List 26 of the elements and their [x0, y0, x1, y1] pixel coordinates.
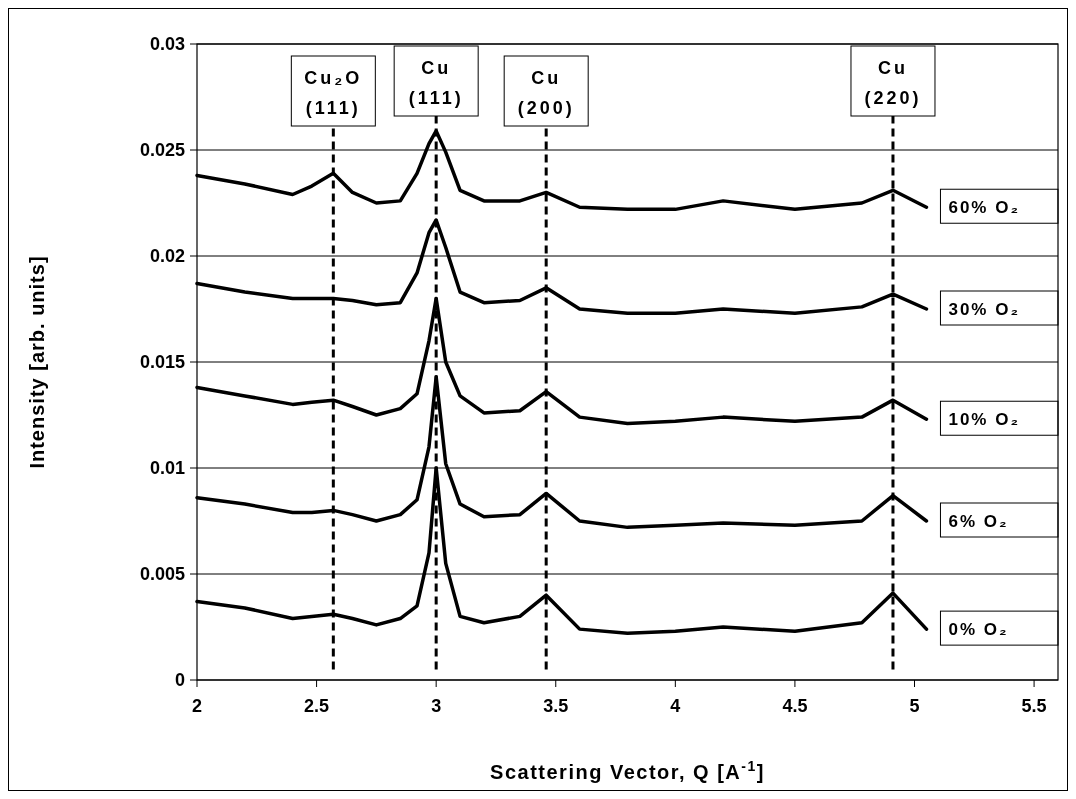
x-tick-label: 2 — [191, 696, 203, 716]
y-tick-label: 0.02 — [149, 246, 185, 266]
series-label: 10% O₂ — [948, 410, 1020, 430]
y-tick-label: 0.015 — [139, 352, 185, 372]
x-tick-label: 4.5 — [782, 696, 808, 716]
x-axis-title: Scattering Vector, Q [A$^{-1}$] — [490, 758, 765, 783]
y-tick-label: 0.01 — [149, 458, 185, 478]
x-tick-label: 5.5 — [1021, 696, 1047, 716]
y-tick-label: 0.025 — [139, 140, 185, 160]
x-tick-label: 4 — [670, 696, 681, 716]
x-tick-label: 3 — [431, 696, 442, 716]
y-tick-label: 0.005 — [139, 564, 185, 584]
series-label: 60% O₂ — [948, 198, 1020, 218]
ref-line-label: Cu (200) — [517, 68, 575, 118]
x-tick-label: 3.5 — [543, 696, 569, 716]
ref-line-label: Cu (220) — [864, 58, 922, 108]
series-label: 30% O₂ — [948, 300, 1020, 319]
y-tick-label: 0.03 — [149, 34, 185, 54]
x-tick-label: 2.5 — [304, 696, 330, 716]
series-label: 0% O₂ — [948, 620, 1009, 640]
ref-line-label: Cu (111) — [408, 58, 464, 108]
y-tick-label: 0 — [174, 670, 185, 690]
x-tick-label: 5 — [909, 696, 920, 716]
ref-line-label: Cu₂O (111) — [304, 68, 363, 118]
y-axis-title: Intensity [arb. units] — [26, 255, 48, 469]
series-label: 6% O₂ — [948, 512, 1009, 531]
